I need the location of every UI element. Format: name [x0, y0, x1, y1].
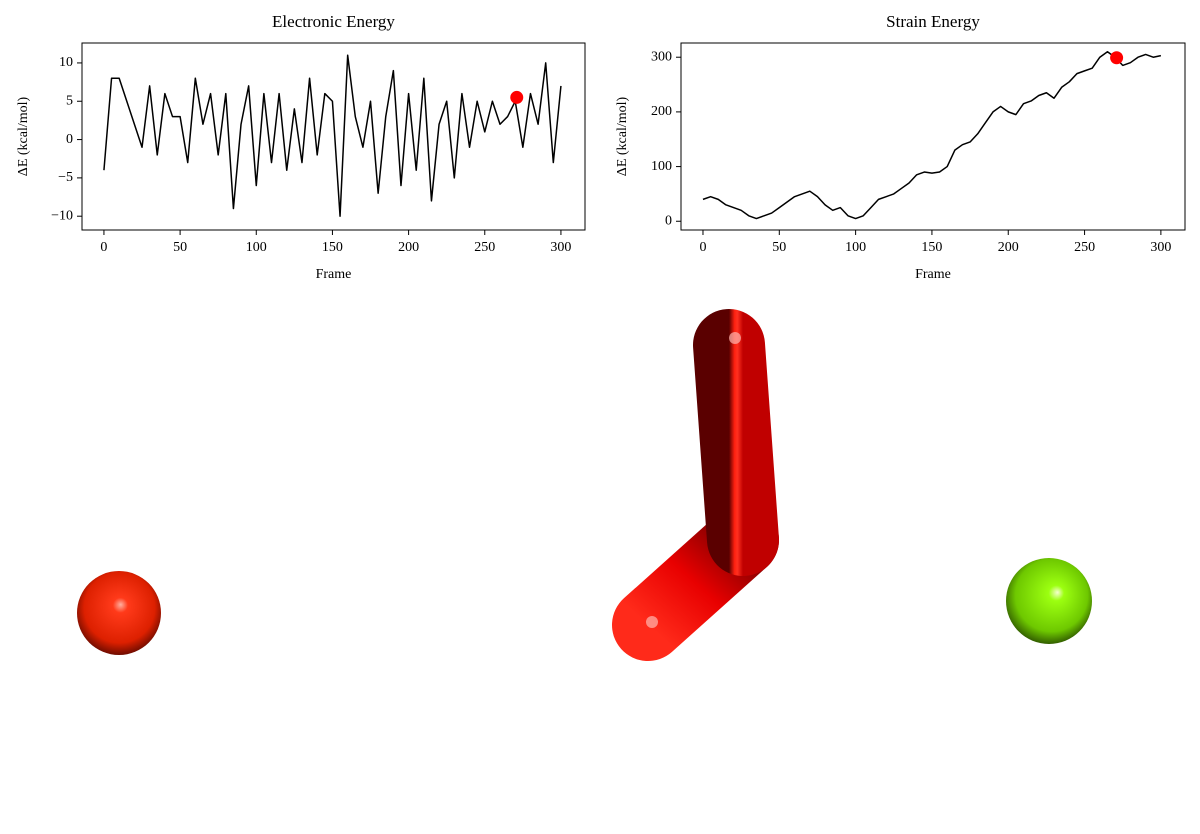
x-tick-label: 150 [322, 240, 343, 255]
x-tick-label: 250 [1074, 240, 1095, 255]
y-tick-label: 0 [66, 132, 73, 147]
chart-title: Strain Energy [886, 12, 980, 31]
y-tick-label: 100 [651, 159, 672, 174]
axes-frame [81, 42, 586, 231]
x-tick-label: 250 [474, 240, 495, 255]
x-axis-label: Frame [316, 267, 352, 282]
atom [1006, 558, 1092, 644]
highlight-spot [646, 616, 658, 628]
x-tick-label: 200 [398, 240, 419, 255]
highlight-point [1110, 51, 1124, 65]
x-tick-label: 100 [845, 240, 866, 255]
molecule-view [77, 309, 1092, 661]
plot-area [103, 54, 562, 217]
y-axis-label: ΔE (kcal/mol) [615, 96, 630, 176]
y-tick-label: 300 [651, 49, 672, 64]
x-axis-label: Frame [915, 267, 951, 282]
y-tick-label: 0 [665, 213, 672, 228]
highlight-spot [729, 332, 741, 344]
x-tick-label: 200 [998, 240, 1019, 255]
data-line [103, 54, 562, 217]
axes-frame [680, 42, 1186, 231]
chart-title: Electronic Energy [272, 12, 395, 31]
x-tick-label: 300 [550, 240, 571, 255]
highlight-point [510, 90, 524, 104]
atom [77, 571, 161, 655]
x-tick-label: 50 [772, 240, 786, 255]
y-tick-label: 5 [66, 93, 73, 108]
y-tick-label: 200 [651, 104, 672, 119]
x-tick-label: 50 [173, 240, 187, 255]
chart: Strain Energy Frame ΔE (kcal/mol) 0 50 100 150… [615, 12, 1186, 282]
y-tick-label: 10 [59, 55, 73, 70]
x-tick-label: 0 [699, 240, 706, 255]
y-tick-label: −5 [58, 170, 73, 185]
plot-area [702, 51, 1162, 220]
x-tick-label: 100 [246, 240, 267, 255]
y-tick-label: −10 [51, 208, 73, 223]
y-axis-label: ΔE (kcal/mol) [16, 96, 31, 176]
bond [693, 309, 779, 576]
x-tick-label: 150 [921, 240, 942, 255]
x-tick-label: 0 [100, 240, 107, 255]
data-line [702, 51, 1162, 220]
x-tick-label: 300 [1150, 240, 1171, 255]
